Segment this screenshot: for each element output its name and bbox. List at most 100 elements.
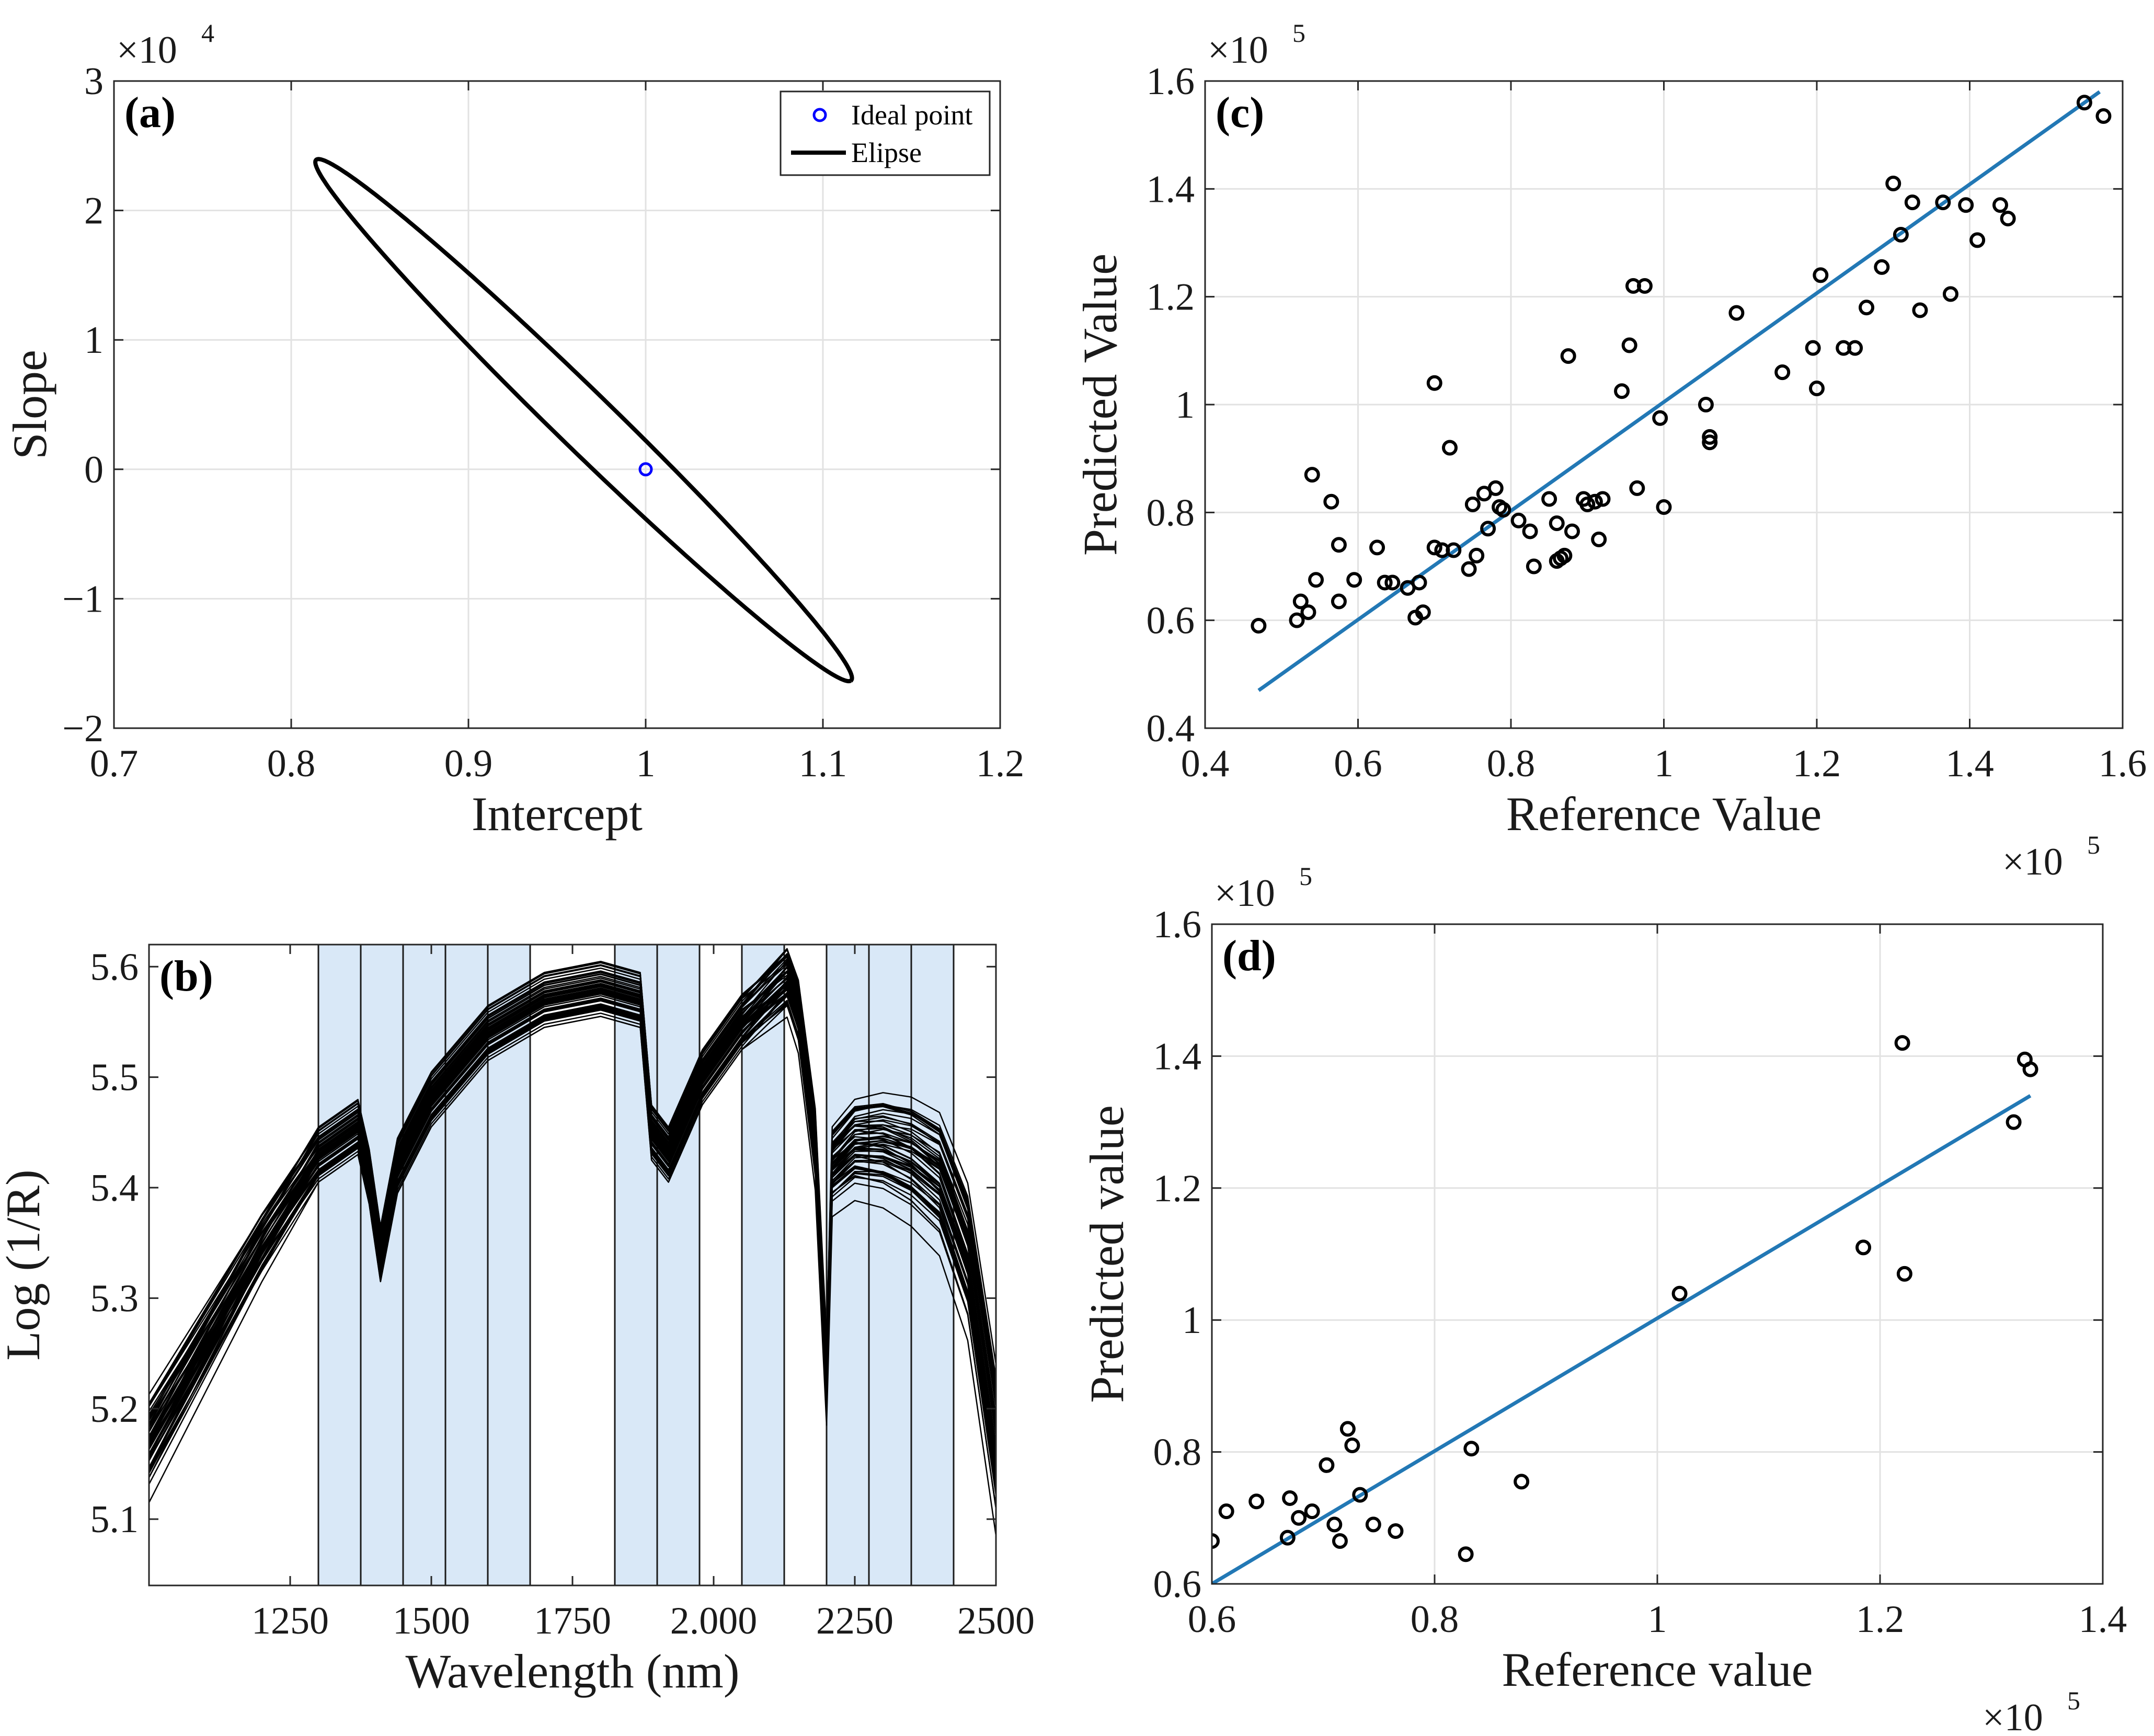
x-tick-label: 0.9 [444, 742, 493, 785]
x-tick-label: 1750 [534, 1600, 611, 1642]
x-exponent-multiplier: ×10 [1983, 1696, 2043, 1736]
data-point [1442, 440, 1458, 456]
data-point [1805, 340, 1821, 356]
x-tick-label: 1.4 [2079, 1598, 2127, 1641]
data-point [1935, 194, 1951, 211]
x-tick-label: 1 [1648, 1598, 1667, 1641]
data-point [1365, 1516, 1381, 1533]
plot-area [149, 945, 996, 1585]
data-point [1388, 1523, 1404, 1539]
panel-label: (c) [1216, 88, 1264, 137]
data-point [1587, 493, 1603, 510]
x-tick-label: 1.6 [2099, 742, 2147, 785]
y-tick-label: −2 [62, 707, 104, 750]
x-tick-label: 0.6 [1334, 742, 1382, 785]
shaded-interval [318, 945, 530, 1585]
fit-line [1212, 1094, 2032, 1584]
plot-area [1212, 924, 2103, 1584]
data-point [1289, 612, 1305, 628]
x-tick-label: 0.4 [1181, 742, 1230, 785]
y-exponent-multiplier: ×10 [117, 29, 177, 72]
x-tick-label: 0.6 [1188, 1598, 1236, 1641]
y-exponent-multiplier: ×10 [1215, 872, 1275, 915]
data-point [1859, 300, 1875, 316]
data-point [1495, 502, 1511, 518]
spectrum-line [149, 948, 996, 1404]
panel-label: (b) [159, 952, 213, 1001]
data-point [1426, 539, 1442, 556]
data-point [1698, 397, 1714, 412]
panel-a-intercept-slope: 0.7 0.8 0.9 1 1.1 1.2 −2 −1 0 1 2 3 Intercept Slope (a… [3, 18, 1024, 841]
data-point [1282, 1490, 1298, 1506]
data-point [1446, 542, 1462, 558]
y-tick-label: 0.4 [1147, 707, 1195, 750]
data-point [1300, 604, 1316, 620]
x-tick-label: 2500 [957, 1600, 1035, 1642]
data-point [1636, 278, 1653, 294]
y-exponent-value: 5 [1292, 18, 1305, 48]
data-point [1458, 1546, 1474, 1562]
data-point [1621, 337, 1637, 353]
x-tick-label: 1.2 [1856, 1598, 1905, 1641]
data-point [2022, 1061, 2038, 1077]
data-point [1813, 267, 1829, 283]
x-exponent-multiplier: ×10 [2002, 841, 2063, 883]
data-point [1319, 1457, 1335, 1473]
data-point [1904, 194, 1920, 211]
data-point [1893, 227, 1909, 243]
data-point [1248, 1493, 1265, 1510]
data-point [1541, 491, 1557, 507]
y-tick-label: 1 [1182, 1299, 1201, 1342]
data-point [1629, 480, 1645, 496]
data-point [1279, 1530, 1296, 1546]
legend-box [780, 90, 991, 176]
x-axis-label: Intercept [472, 787, 643, 841]
x-tick-label: 1.2 [976, 742, 1025, 785]
data-point [1469, 547, 1485, 564]
data-point [1702, 429, 1718, 445]
data-point [1896, 1266, 1912, 1282]
spectrum-line [149, 1001, 996, 1481]
data-point [1510, 512, 1527, 528]
data-point [1614, 383, 1630, 399]
x-tick-label: 1500 [393, 1600, 470, 1642]
y-tick-label: 5.4 [90, 1167, 139, 1210]
data-point [1292, 593, 1309, 610]
spectrum-line [149, 993, 996, 1509]
y-exponent-multiplier: ×10 [1208, 29, 1268, 72]
x-tick-label: 1 [636, 742, 656, 785]
data-point [1958, 197, 1974, 213]
data-point [1323, 493, 1339, 510]
y-tick-label: 1.6 [1153, 903, 1202, 946]
fit-line [1257, 90, 2101, 692]
data-point [1480, 521, 1496, 537]
x-tick-label: 2250 [816, 1600, 893, 1642]
data-point [1942, 286, 1958, 302]
data-point [2095, 108, 2112, 124]
x-exponent-value: 5 [2067, 1686, 2080, 1715]
data-point [1212, 1533, 1220, 1549]
data-point [1894, 1035, 1910, 1051]
data-point [1346, 572, 1362, 588]
ellipse-curve [313, 157, 854, 684]
y-tick-label: 0.6 [1147, 600, 1195, 642]
data-point [1426, 375, 1442, 391]
data-point [1809, 381, 1825, 397]
legend-marker-ideal-point [812, 108, 827, 122]
data-point [1656, 499, 1672, 515]
y-tick-label: 1.2 [1153, 1167, 1202, 1210]
panel-d-validation-scatter: 0.6 0.8 1 1.2 1.4 0.6 0.8 1 1.2 1.4 1.6 Reference v… [1080, 861, 2127, 1736]
data-point [1514, 1474, 1530, 1490]
spectrum-line [149, 999, 996, 1487]
data-point [1912, 302, 1928, 318]
data-point [1487, 480, 1504, 496]
data-point [1595, 491, 1611, 507]
data-point [1331, 537, 1347, 553]
x-tick-label: 0.8 [1411, 1598, 1459, 1641]
spectrum-line [149, 978, 996, 1459]
shaded-interval [742, 945, 784, 1585]
x-tick-label: 1 [1654, 742, 1674, 785]
y-tick-label: 1 [84, 319, 104, 362]
y-tick-label: 5.5 [90, 1056, 139, 1099]
